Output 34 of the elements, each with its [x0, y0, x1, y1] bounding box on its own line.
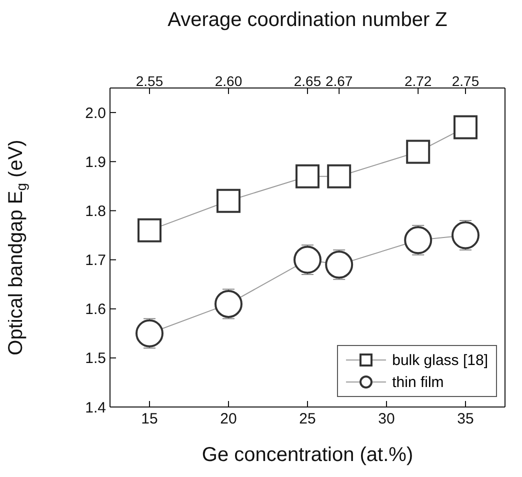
legend-label: thin film: [392, 374, 444, 390]
y-tick-label: 1.7: [85, 252, 106, 270]
x2-tick-label: 2.55: [136, 73, 164, 89]
x-tick-label: 35: [457, 410, 474, 428]
y-tick-label: 1.9: [85, 154, 106, 171]
y-tick-label: 1.6: [85, 301, 106, 318]
y-tick-label: 1.4: [85, 399, 106, 416]
point: [325, 250, 354, 279]
x2-tick-label: 2.75: [452, 73, 480, 89]
point: [452, 221, 480, 250]
point: [404, 226, 432, 254]
x2-tick-label: 2.60: [214, 73, 242, 89]
point: [296, 164, 320, 188]
point: [216, 188, 240, 213]
point: [406, 140, 430, 164]
x-tick-label: 30: [378, 410, 395, 428]
point: [327, 164, 352, 188]
x2-axis-title: Average coordination number Z: [168, 9, 448, 32]
point: [214, 290, 242, 318]
point: [136, 319, 164, 348]
x2-tick-label: 2.72: [404, 73, 432, 89]
y-tick-label: 1.8: [85, 203, 106, 220]
legend-label: bulk glass [18]: [392, 352, 488, 368]
y-tick-label: 1.5: [85, 350, 106, 368]
x-tick-label: 20: [220, 410, 237, 428]
x-axis-title: Ge concentration (at.%): [202, 444, 414, 466]
point: [454, 115, 478, 140]
x-tick-label: 15: [141, 410, 158, 428]
x-tick-label: 25: [299, 410, 316, 428]
point: [294, 246, 322, 274]
x2-tick-label: 2.67: [325, 73, 353, 89]
point: [138, 218, 162, 242]
x2-tick-label: 2.65: [294, 73, 322, 89]
y-tick-label: 2.0: [85, 104, 106, 122]
